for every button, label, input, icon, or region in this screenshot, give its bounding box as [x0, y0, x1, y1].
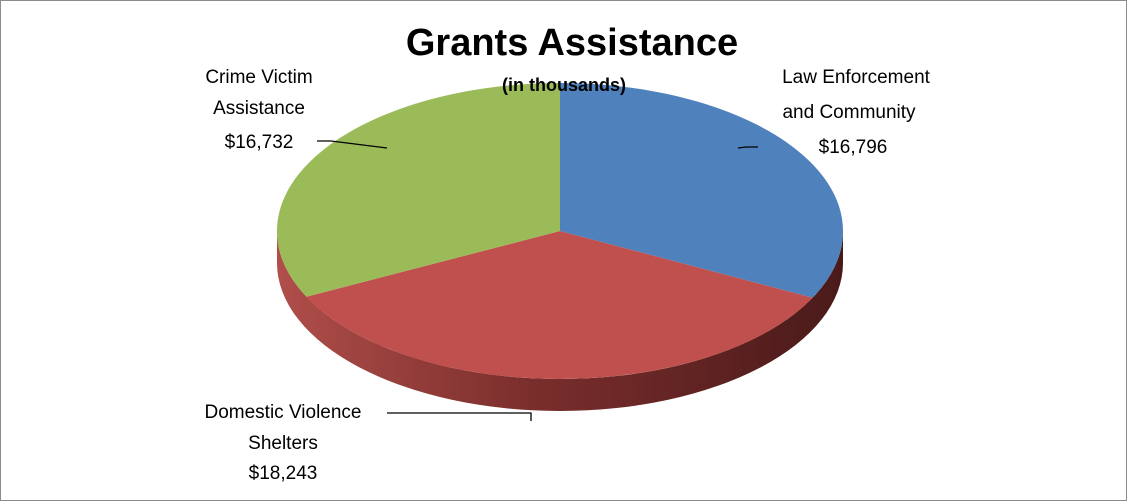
pie-slice-crime-victim [276, 82, 560, 297]
data-label-crime-victim-line1: Crime Victim [205, 67, 312, 88]
data-label-crime-victim-value: $16,732 [225, 132, 294, 153]
data-label-crime-victim-line2: Assistance [213, 98, 305, 119]
pie-slice-domestic-violence [306, 231, 813, 379]
leader-line-crime-victim [317, 140, 388, 149]
pie-slice-law-enforcement [560, 83, 843, 298]
data-label-law-enforcement-value: $16,796 [819, 137, 888, 158]
data-label-law-enforcement-line2: and Community [782, 102, 916, 123]
data-label-domestic-violence-line2: Shelters [248, 433, 318, 454]
chart-subtitle: (in thousands) [502, 75, 626, 95]
leader-line-domestic-violence [387, 412, 532, 421]
data-label-domestic-violence-value: $18,243 [249, 463, 318, 484]
pie-slice-side-domestic-violence [277, 231, 843, 411]
chart-title: Grants Assistance [406, 22, 738, 64]
leader-line-law-enforcement [737, 146, 758, 149]
data-label-law-enforcement-line1: Law Enforcement [782, 67, 931, 88]
data-label-domestic-violence-line1: Domestic Violence [204, 402, 361, 423]
